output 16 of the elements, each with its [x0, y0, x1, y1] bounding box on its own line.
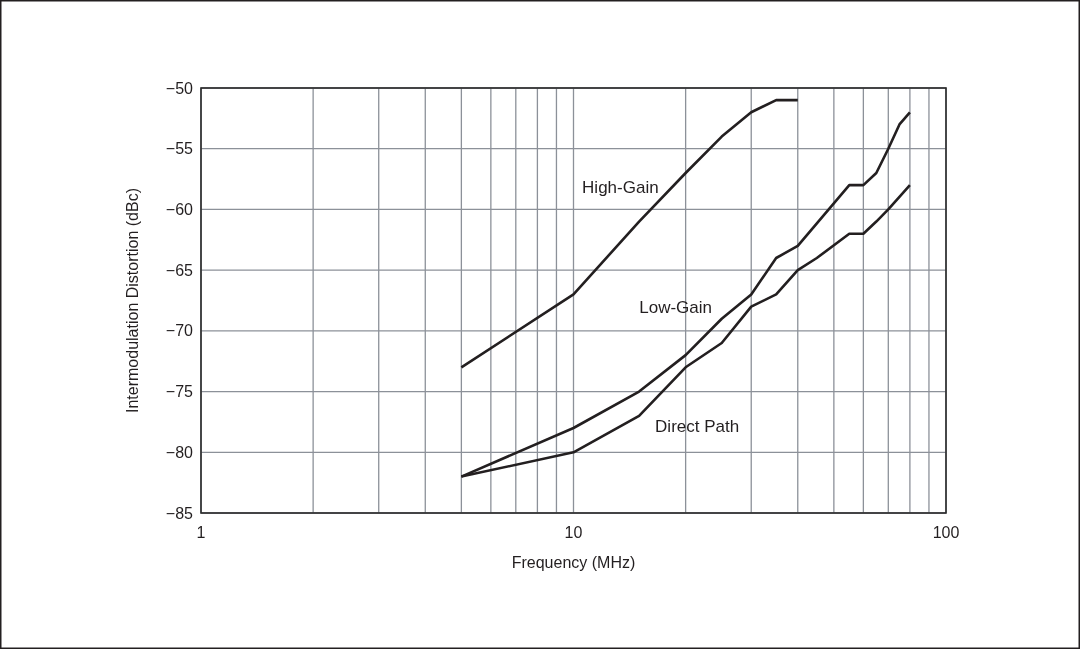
x-axis-title: Frequency (MHz) [511, 554, 636, 571]
y-tick-label: −85 [165, 504, 194, 522]
y-tick-label: −70 [165, 322, 194, 340]
x-tick-label: 100 [932, 524, 960, 541]
y-tick-label: −75 [165, 383, 194, 401]
y-axis-title: Intermodulation Distortion (dBc) [124, 188, 141, 413]
y-tick-label: −65 [165, 261, 194, 279]
series-label: High-Gain [582, 178, 659, 197]
y-tick-label: −50 [165, 79, 194, 97]
y-tick-label: −55 [165, 140, 194, 158]
x-tick-label: 1 [196, 524, 206, 541]
series-label: Low-Gain [639, 298, 713, 318]
y-tick-label: −80 [165, 443, 194, 461]
series-label: Direct Path [655, 416, 740, 436]
y-tick-label: −60 [165, 201, 194, 219]
x-tick-label: 10 [564, 524, 583, 541]
